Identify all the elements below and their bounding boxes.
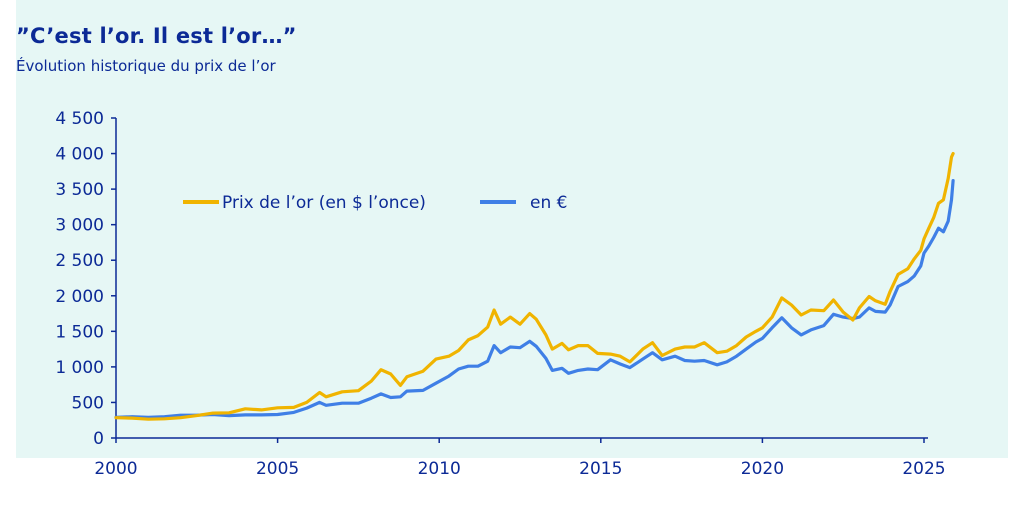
chart-subtitle: Évolution historique du prix de l’or [16,57,276,75]
legend: Prix de l’or (en $ l’once) en € [183,193,567,213]
y-tick-label: 3 500 [55,180,104,200]
series-line-eur [114,179,955,419]
legend-label-usd: Prix de l’or (en $ l’once) [222,193,426,213]
chart-title: ”C’est l’or. Il est l’or…” [16,24,297,48]
series-lines [114,152,955,421]
x-tick-label: 2010 [418,459,461,479]
x-tick-label: 2000 [94,459,137,479]
x-tick-label: 2025 [902,459,945,479]
y-tick-label: 3 000 [55,216,104,236]
y-tick-label: 4 500 [55,109,104,129]
y-tick-label: 500 [72,393,104,413]
y-tick-label: 2 500 [55,251,104,271]
y-tick-label: 2 000 [55,287,104,307]
y-tick-label: 4 000 [55,145,104,165]
axes: 0 500 1 000 1 500 2 000 2 500 3 000 3 500 4 000 4… [55,109,945,479]
y-tick-label: 0 [93,429,104,449]
y-tick-label: 1 000 [55,358,104,378]
x-tick-label: 2005 [256,459,299,479]
x-tick-label: 2015 [579,459,622,479]
x-tick-label: 2020 [741,459,784,479]
y-tick-label: 1 500 [55,322,104,342]
legend-label-eur: en € [530,193,567,213]
series-line-usd [114,152,955,421]
chart-panel [16,0,1008,458]
